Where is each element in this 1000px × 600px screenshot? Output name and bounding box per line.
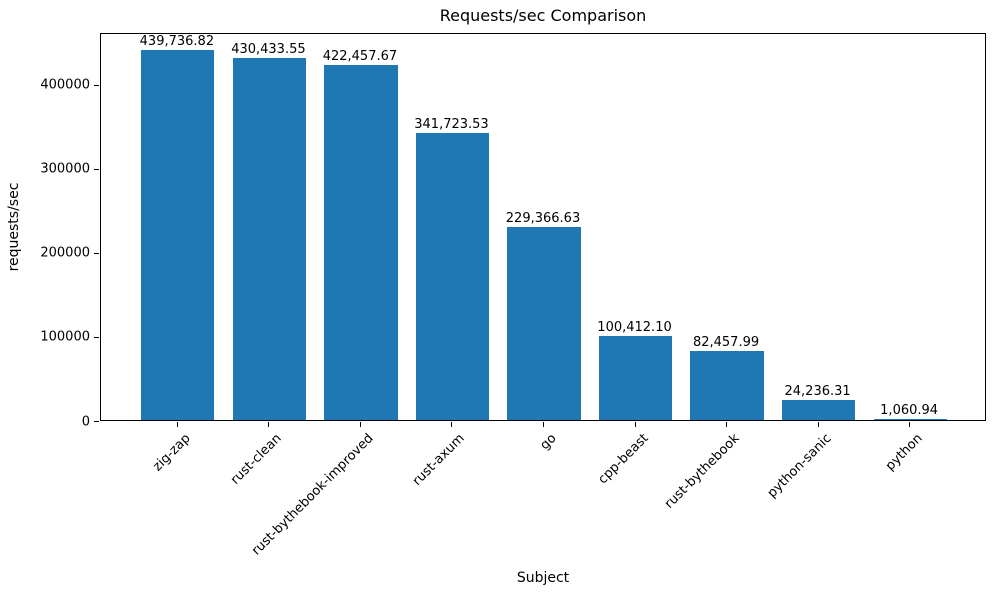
y-tick (94, 252, 99, 254)
bar (141, 50, 215, 420)
y-tick (94, 168, 99, 170)
x-tick-label: python-sanic (764, 431, 835, 501)
y-tick (94, 84, 99, 86)
x-axis-label: Subject (516, 570, 570, 586)
bar-value-label: 100,412.10 (597, 319, 672, 335)
x-tick-label: go (537, 431, 560, 454)
x-tick-label: cpp-beast (594, 431, 652, 488)
plot-area (100, 33, 986, 421)
x-tick-label: zig-zap (150, 431, 194, 475)
bar-value-label: 341,723.53 (414, 116, 489, 132)
bar-value-label: 82,457.99 (692, 334, 760, 350)
x-tick (634, 422, 636, 427)
bar (781, 399, 856, 420)
bar-value-label: 24,236.31 (784, 383, 851, 399)
x-tick (543, 422, 544, 427)
bar-value-label: 229,366.63 (505, 211, 581, 227)
bar (415, 132, 490, 420)
y-tick-label: 300000 (40, 161, 90, 177)
bar-value-label: 439,736.82 (139, 34, 215, 50)
y-tick (94, 421, 99, 422)
x-tick-label: rust-axum (410, 431, 469, 489)
bar (324, 65, 398, 420)
x-tick (359, 422, 361, 427)
y-axis-label: requests/sec (6, 182, 22, 272)
bar-value-label: 430,433.55 (231, 42, 306, 58)
x-tick-label: rust-bythebook (661, 431, 743, 512)
bar (232, 58, 307, 420)
bar (873, 419, 947, 420)
bar (690, 350, 764, 420)
bar (598, 335, 673, 420)
x-tick (726, 422, 728, 427)
x-tick (817, 422, 819, 427)
x-tick (451, 422, 453, 427)
bar (507, 227, 581, 420)
chart-title: Requests/sec Comparison (439, 6, 647, 25)
y-tick-label: 100000 (40, 329, 90, 345)
y-tick-label: 400000 (40, 77, 90, 93)
x-tick-label: python (882, 431, 926, 474)
x-tick-label: rust-clean (228, 431, 286, 488)
x-tick (176, 422, 178, 427)
y-tick-label: 200000 (40, 245, 90, 261)
x-tick (909, 422, 911, 427)
y-tick-label: 0 (81, 414, 90, 429)
bar-value-label: 422,457.67 (322, 48, 398, 64)
x-tick (268, 422, 270, 427)
y-tick (94, 336, 99, 338)
bar-value-label: 1,060.94 (880, 403, 939, 418)
